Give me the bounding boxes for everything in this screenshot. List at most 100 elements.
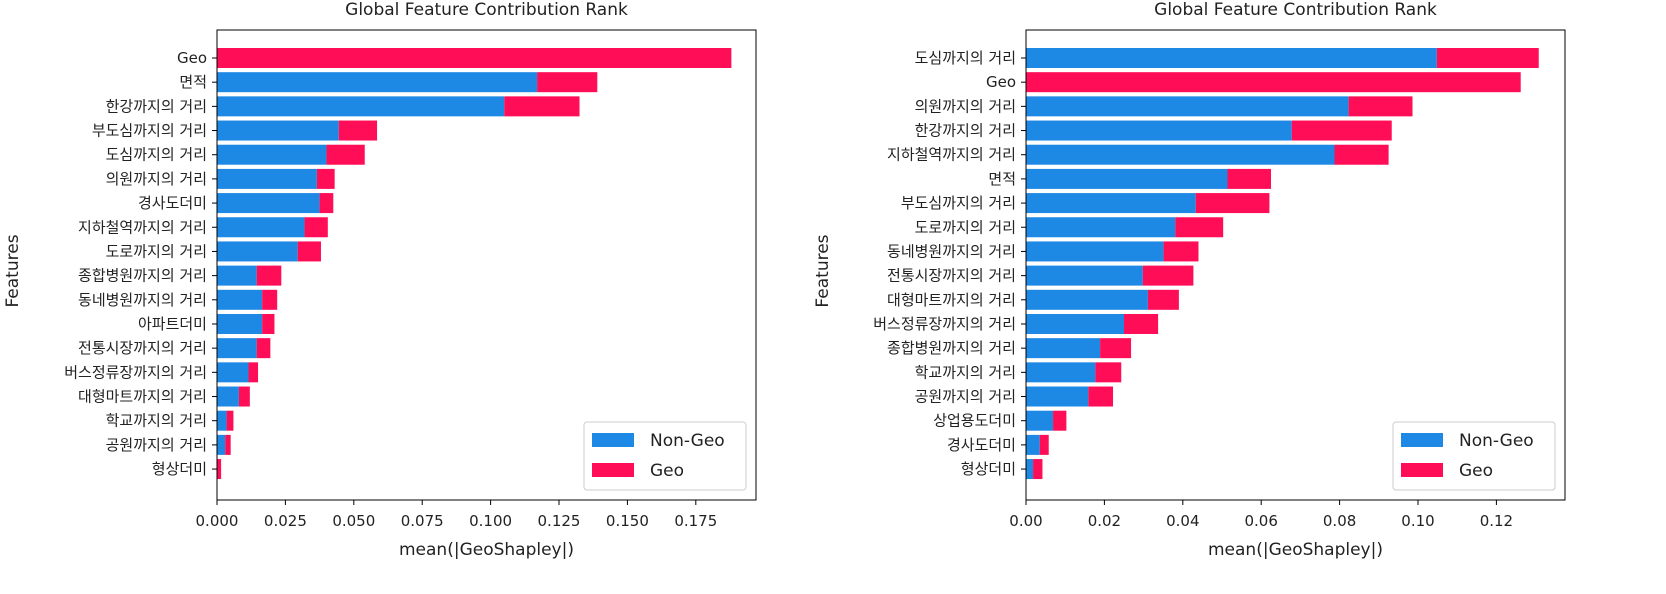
legend-label: Non-Geo (1459, 431, 1534, 451)
bar-geo (1334, 144, 1389, 165)
x-tick-label: 0.06 (1244, 512, 1277, 530)
chart-title: Global Feature Contribution Rank (1154, 0, 1437, 20)
y-tick-label: 상업용도더미 (933, 412, 1016, 430)
bar-nongeo (217, 241, 298, 262)
y-tick-label: 도심까지의 거리 (106, 146, 207, 164)
bar-nongeo (1026, 386, 1089, 407)
y-tick-label: 경사도더미 (947, 436, 1016, 454)
x-tick-label: 0.04 (1166, 512, 1199, 530)
y-tick-label: 의원까지의 거리 (915, 97, 1016, 115)
bar-nongeo (217, 265, 257, 286)
x-tick-label: 0.125 (538, 512, 581, 530)
legend: Non-Geo Geo (583, 421, 747, 491)
bar-nongeo (217, 144, 327, 165)
bar-nongeo (217, 434, 226, 455)
bar-geo (1163, 241, 1199, 262)
legend-swatch-geo (1401, 463, 1443, 477)
x-axis-label: mean(|GeoShapley|) (399, 540, 574, 560)
bar-geo (262, 313, 275, 334)
bar-nongeo (1026, 96, 1349, 117)
bar-nongeo (1026, 168, 1228, 189)
y-tick-label: 지하철역까지의 거리 (78, 218, 207, 236)
x-tick-label: 0.175 (674, 512, 717, 530)
bar-nongeo (1026, 313, 1124, 334)
y-tick-label: Geo (986, 73, 1016, 91)
y-tick-label: 의원까지의 거리 (106, 170, 207, 188)
chart-title: Global Feature Contribution Rank (345, 0, 628, 20)
bar-nongeo (1026, 265, 1143, 286)
x-tick-label: 0.02 (1088, 512, 1121, 530)
bar-geo (297, 241, 321, 262)
bar-geo (1033, 459, 1043, 480)
x-tick-label: 0.00 (1009, 512, 1042, 530)
x-tick-label: 0.100 (469, 512, 512, 530)
legend-swatch-non-geo (592, 433, 634, 447)
legend-label: Non-Geo (650, 431, 725, 451)
y-tick-label: 한강까지의 거리 (106, 97, 207, 115)
bar-geo (1291, 120, 1392, 141)
bar-nongeo (1026, 434, 1040, 455)
bar-geo (256, 265, 282, 286)
legend-swatch-non-geo (1401, 433, 1443, 447)
y-tick-label: 도로까지의 거리 (915, 218, 1016, 236)
bar-nongeo (217, 313, 263, 334)
bar-nongeo (1026, 410, 1054, 431)
bar-geo (248, 362, 259, 383)
y-tick-label: 지하철역까지의 거리 (887, 146, 1016, 164)
bar-geo (1124, 313, 1159, 334)
bar-nongeo (217, 193, 320, 214)
x-tick-label: 0.025 (264, 512, 307, 530)
y-tick-label: 학교까지의 거리 (106, 412, 207, 430)
x-tick-label: 0.12 (1480, 512, 1513, 530)
bar-nongeo (217, 120, 339, 141)
chart-panel-1: Global Feature Contribution Rank Geo 면적한강까… (3, 0, 757, 560)
chart-panel-2: Global Feature Contribution Rank 도심까지의 거리… (813, 0, 1566, 560)
y-tick-label: 전통시장까지의 거리 (887, 267, 1016, 285)
legend-label: Geo (650, 461, 684, 481)
legend-swatch-geo (592, 463, 634, 477)
x-tick-label: 0.08 (1323, 512, 1356, 530)
bar-geo (226, 410, 234, 431)
y-tick-label: 학교까지의 거리 (915, 363, 1016, 381)
y-tick-label: 공원까지의 거리 (915, 388, 1016, 406)
x-axis-label: mean(|GeoShapley|) (1208, 540, 1383, 560)
bar-geo (1142, 265, 1194, 286)
x-tick-label: 0.050 (332, 512, 375, 530)
bar-geo (1195, 193, 1270, 214)
x-tick-label: 0.10 (1401, 512, 1434, 530)
y-tick-label: 동네병원까지의 거리 (78, 291, 207, 309)
bar-geo (1095, 362, 1122, 383)
bar-geo (1227, 168, 1271, 189)
y-tick-label: 한강까지의 거리 (915, 122, 1016, 140)
bar-nongeo (217, 362, 249, 383)
x-tick-label: 0.000 (196, 512, 239, 530)
bar-geo (1026, 72, 1521, 93)
y-tick-label: 경사도더미 (138, 194, 207, 212)
bar-geo (1348, 96, 1413, 117)
y-tick-label: 버스정류장까지의 거리 (873, 315, 1016, 333)
plot-frame (216, 29, 757, 501)
bar-nongeo (217, 168, 317, 189)
y-tick-label: 면적 (179, 73, 207, 91)
bar-nongeo (1026, 362, 1096, 383)
bar-nongeo (1026, 289, 1148, 310)
bar-geo (1100, 338, 1132, 359)
y-tick-label: 면적 (988, 170, 1016, 188)
y-tick-label: 종합병원까지의 거리 (78, 267, 207, 285)
bar-geo (1088, 386, 1114, 407)
bar-geo (1053, 410, 1067, 431)
bar-geo (304, 217, 328, 238)
y-tick-label: 버스정류장까지의 거리 (64, 363, 207, 381)
legend: Non-Geo Geo (1392, 421, 1556, 491)
bar-nongeo (217, 386, 239, 407)
plot-frame (1025, 29, 1566, 501)
bar-geo (238, 386, 250, 407)
bar-nongeo (217, 217, 305, 238)
bar-geo (338, 120, 378, 141)
y-tick-label: 도로까지의 거리 (106, 242, 207, 260)
bar-geo (1039, 434, 1049, 455)
y-tick-label: 부도심까지의 거리 (92, 122, 207, 140)
bar-nongeo (1026, 120, 1292, 141)
x-tick-label: 0.150 (606, 512, 649, 530)
bar-nongeo (217, 289, 263, 310)
